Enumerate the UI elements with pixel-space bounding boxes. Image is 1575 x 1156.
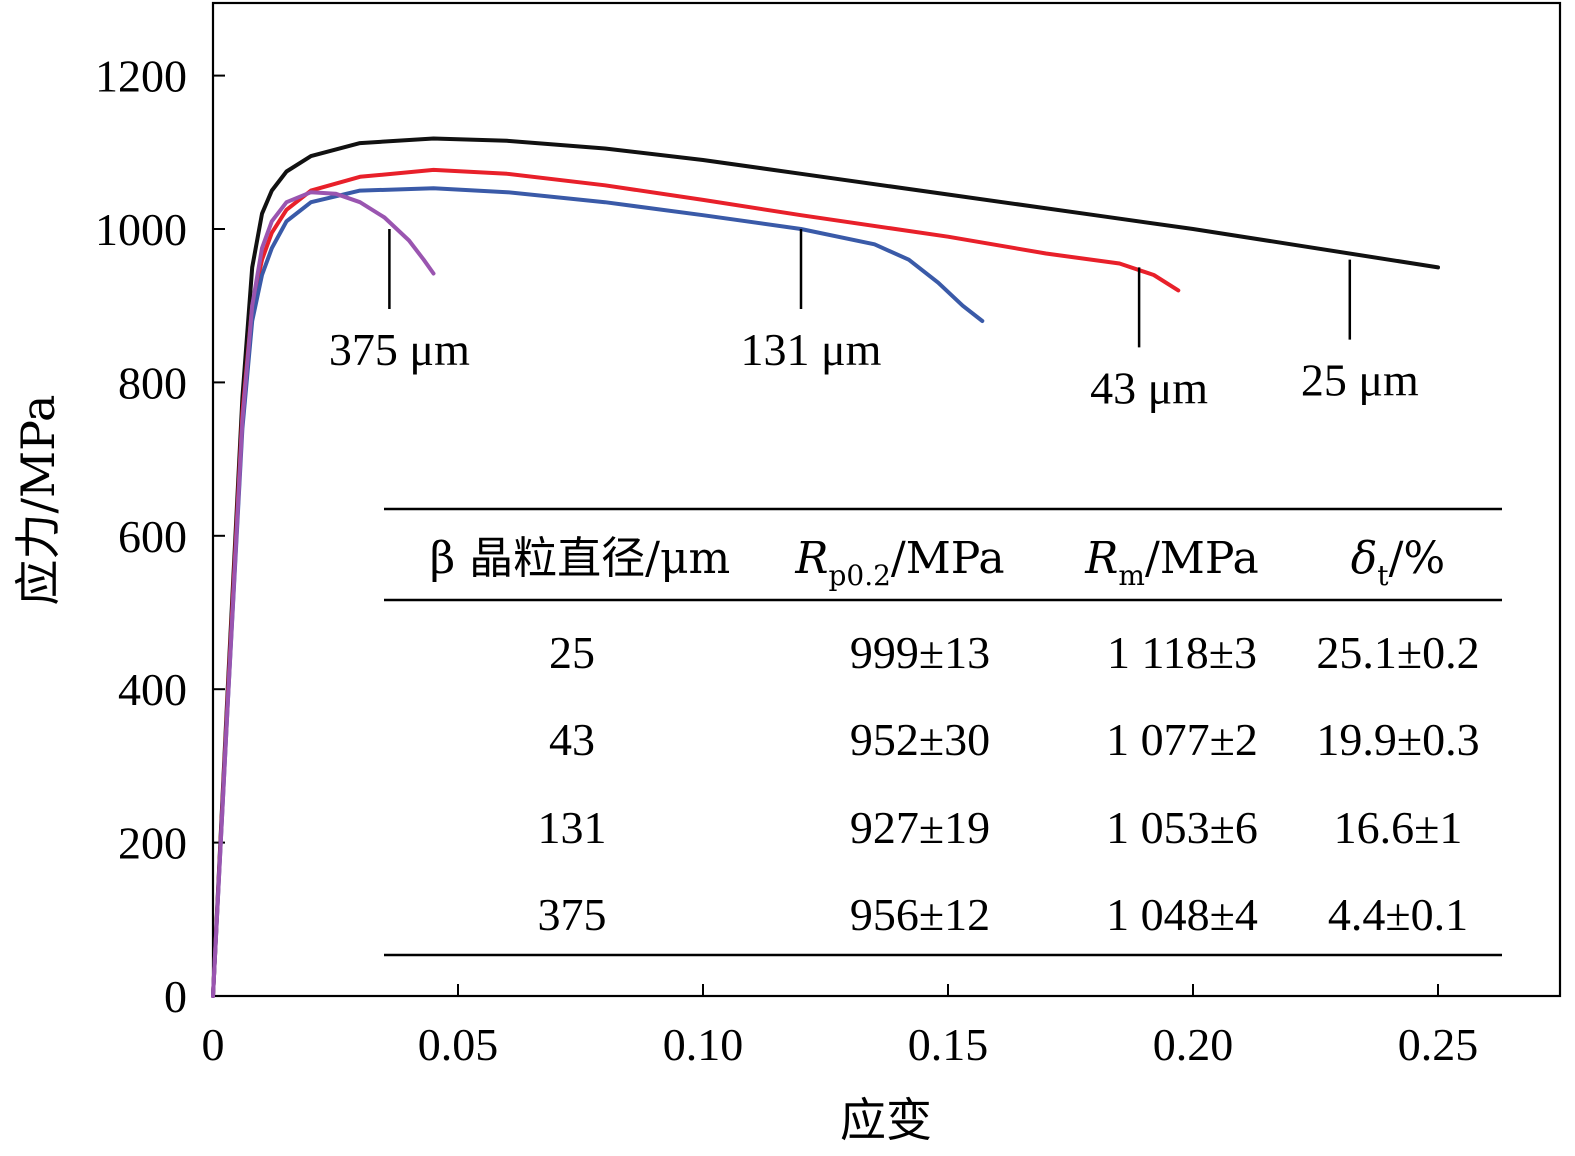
table-header-delta: δt/% [1351, 533, 1445, 592]
rp-unit: /MPa [891, 533, 1005, 584]
delta-unit: /% [1389, 533, 1446, 584]
y-tick-label: 800 [118, 357, 187, 408]
annotation-label: 25 μm [1301, 355, 1419, 406]
delta-sub: t [1377, 559, 1389, 592]
delta-main: δ [1351, 533, 1378, 584]
table-cell: 1 048±4 [1106, 889, 1258, 940]
y-tick-label: 0 [164, 971, 187, 1022]
table-cell: 25 [549, 627, 595, 678]
plot-frame [211, 1, 1562, 998]
x-tick-label: 0.20 [1153, 1019, 1234, 1070]
table-cell: 956±12 [850, 889, 990, 940]
table-cell: 927±19 [850, 802, 990, 853]
y-tick-label: 1000 [95, 204, 187, 255]
table-cell: 16.6±1 [1334, 802, 1463, 853]
y-tick-label: 400 [118, 664, 187, 715]
table-cell: 43 [549, 714, 595, 765]
series-line [211, 186, 985, 998]
table-cell: 1 118±3 [1107, 627, 1257, 678]
table-header-rm: Rm/MPa [1084, 533, 1258, 592]
x-axis-title: 应变 [840, 1093, 932, 1147]
table-cell: 999±13 [850, 627, 990, 678]
table-header-grain-size: β 晶粒直径/μm [430, 533, 731, 584]
table-cell: 131 [538, 802, 607, 853]
table-cell: 4.4±0.1 [1328, 889, 1468, 940]
series-line [211, 136, 1440, 998]
table-cell: 25.1±0.2 [1316, 627, 1479, 678]
rp-sub: p0.2 [828, 559, 890, 592]
x-tick-label: 0 [202, 1019, 225, 1070]
x-tick-label: 0.05 [418, 1019, 499, 1070]
rm-sub: m [1118, 559, 1145, 592]
table-cell: 375 [538, 889, 607, 940]
table-cell: 1 077±2 [1106, 714, 1258, 765]
rp-main: R [794, 533, 828, 584]
x-axis-ticks: 0 0.05 0.10 0.15 0.20 0.25 [202, 984, 1479, 1070]
table-cell: 952±30 [850, 714, 990, 765]
x-tick-label: 0.15 [908, 1019, 989, 1070]
annotation-label: 131 μm [741, 324, 882, 375]
annotation-label: 375 μm [329, 324, 470, 375]
annotation-layer: 375 μm 131 μm 43 μm 25 μm [329, 229, 1419, 413]
y-tick-label: 1200 [95, 51, 187, 102]
table-cell: 1 053±6 [1106, 802, 1258, 853]
y-axis-ticks: 0 200 400 600 800 1000 1200 [95, 51, 225, 1022]
series-line [211, 190, 436, 998]
y-axis-title: 应力/MPa [11, 395, 65, 606]
data-table: β 晶粒直径/μm Rp0.2/MPa Rm/MPa δt/% 25 999±13… [384, 507, 1502, 957]
table-header-rp: Rp0.2/MPa [794, 533, 1004, 592]
table-body: 25 999±13 1 118±3 25.1±0.2 43 952±30 1 077±2 19… [538, 627, 1480, 940]
series-layer [211, 136, 1440, 998]
table-cell: 19.9±0.3 [1316, 714, 1479, 765]
rm-main: R [1084, 533, 1118, 584]
x-tick-label: 0.25 [1398, 1019, 1479, 1070]
y-tick-label: 200 [118, 818, 187, 869]
y-tick-label: 600 [118, 511, 187, 562]
annotation-label: 43 μm [1090, 362, 1208, 413]
x-tick-label: 0.10 [663, 1019, 744, 1070]
rm-unit: /MPa [1145, 533, 1259, 584]
